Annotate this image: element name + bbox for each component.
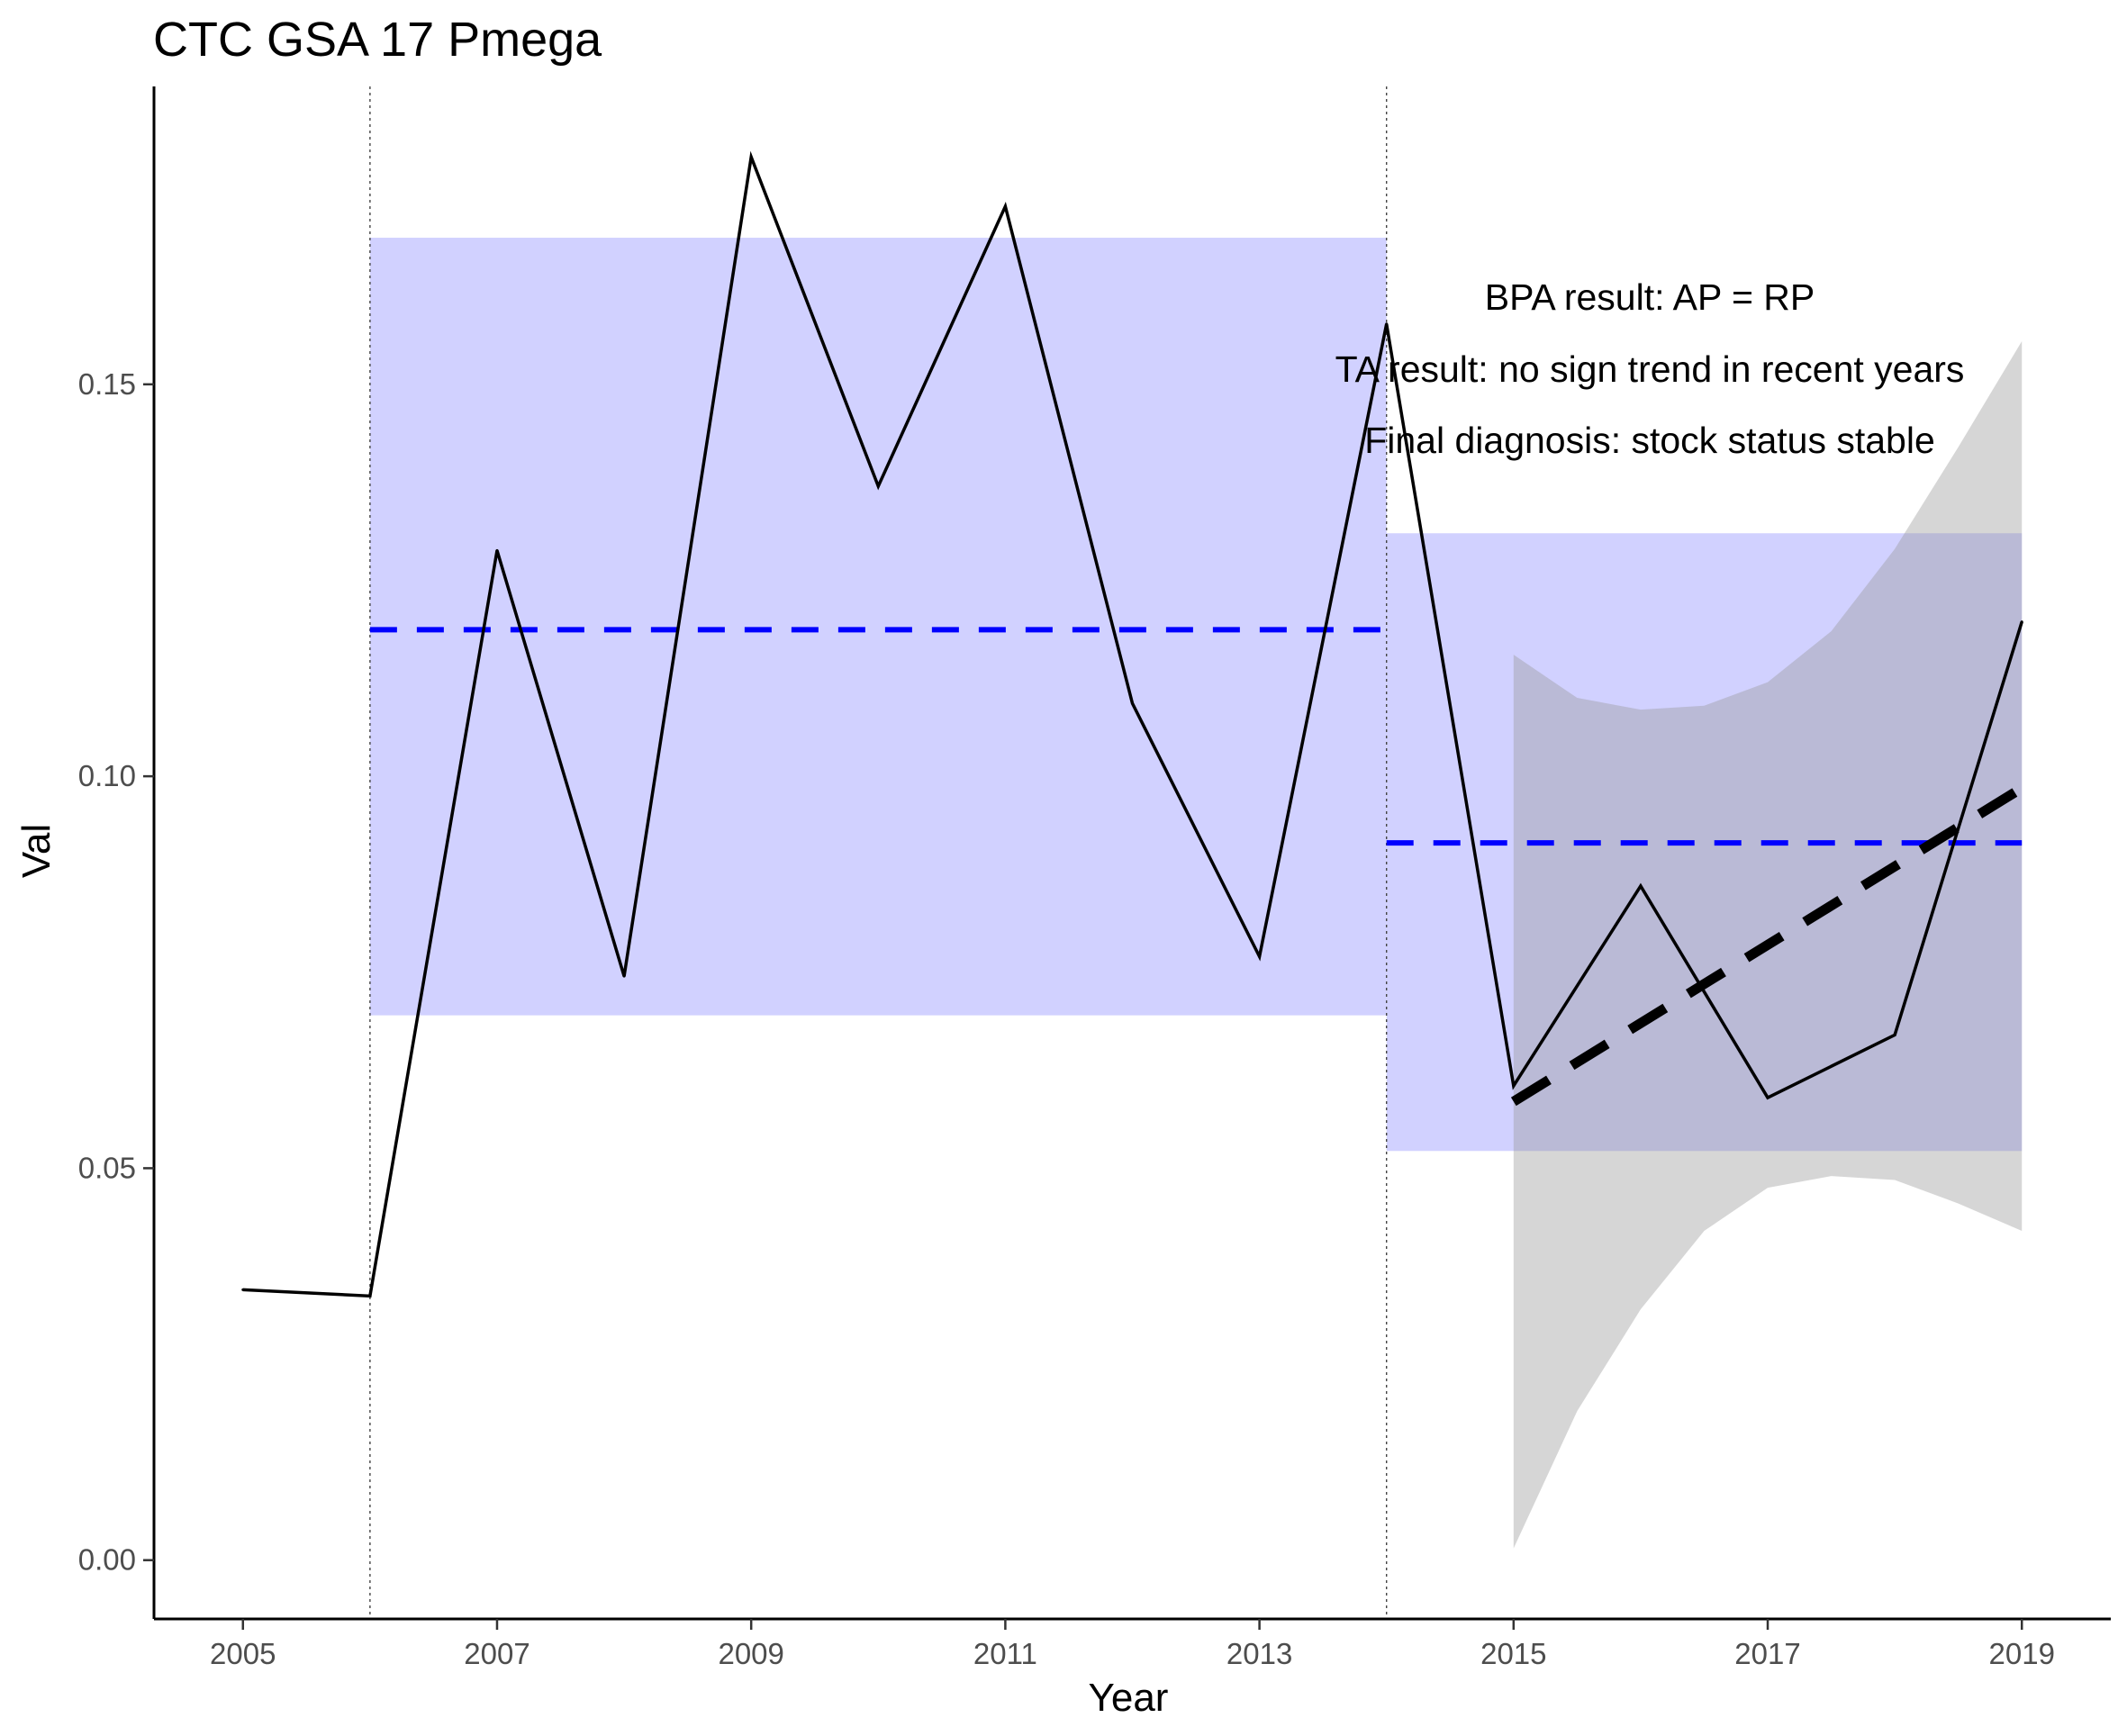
data-point — [1766, 1096, 1769, 1099]
x-tick-label: 2013 — [1226, 1637, 1292, 1670]
annotation-text-3: Final diagnosis: stock status stable — [1364, 420, 1935, 461]
axes: 2005 2007 2009 2011 2013 2015 2017 2019 0.000.0… — [78, 86, 2111, 1670]
data-point — [1893, 1033, 1896, 1036]
annotations: BPA result: AP = RP TA result: no sign tr… — [1335, 276, 1965, 461]
y-tick-label: 0.00 — [78, 1543, 136, 1577]
x-tick-label: 2009 — [718, 1637, 783, 1670]
x-axis-title: Year — [1089, 1676, 1169, 1720]
x-tick-label: 2017 — [1734, 1637, 1800, 1670]
chart-title: CTC GSA 17 Pmega — [153, 13, 602, 67]
y-tick-label: 0.05 — [78, 1151, 136, 1184]
trend-line-dashed — [1510, 783, 2025, 1107]
y-axis-title: Val — [14, 824, 59, 878]
data-point — [1131, 701, 1134, 705]
reference-band-1 — [369, 238, 1387, 1016]
data-point — [241, 1288, 245, 1291]
annotation-text-1: BPA result: AP = RP — [1485, 276, 1815, 318]
x-tick-label: 2015 — [1480, 1637, 1546, 1670]
x-tick-label: 2007 — [464, 1637, 529, 1670]
data-point — [749, 155, 753, 158]
reference-mean-lines — [369, 627, 2023, 846]
x-axis-ticks: 2005 2007 2009 2011 2013 2015 2017 2019 — [210, 1619, 2055, 1670]
x-tick-label: 2005 — [210, 1637, 276, 1670]
data-point — [1639, 884, 1643, 888]
data-point — [1258, 954, 1262, 958]
data-point — [1385, 322, 1389, 326]
data-point — [368, 1294, 372, 1297]
annotation-text-2: TA result: no sign trend in recent years — [1335, 348, 1965, 390]
data-point — [1003, 204, 1007, 208]
data-point — [622, 974, 626, 978]
data-point — [2020, 620, 2023, 624]
x-tick-label: 2019 — [1989, 1637, 2055, 1670]
y-tick-label: 0.15 — [78, 367, 136, 401]
data-point — [876, 484, 880, 488]
data-series — [241, 150, 2023, 1298]
data-point — [1512, 1084, 1516, 1088]
y-axis-ticks: 0.00 0.05 0.10 0.15 — [78, 367, 154, 1577]
trend-line — [1510, 783, 2025, 1107]
data-point — [495, 548, 499, 552]
y-tick-label: 0.10 — [78, 759, 136, 792]
x-tick-label: 2011 — [973, 1637, 1037, 1670]
